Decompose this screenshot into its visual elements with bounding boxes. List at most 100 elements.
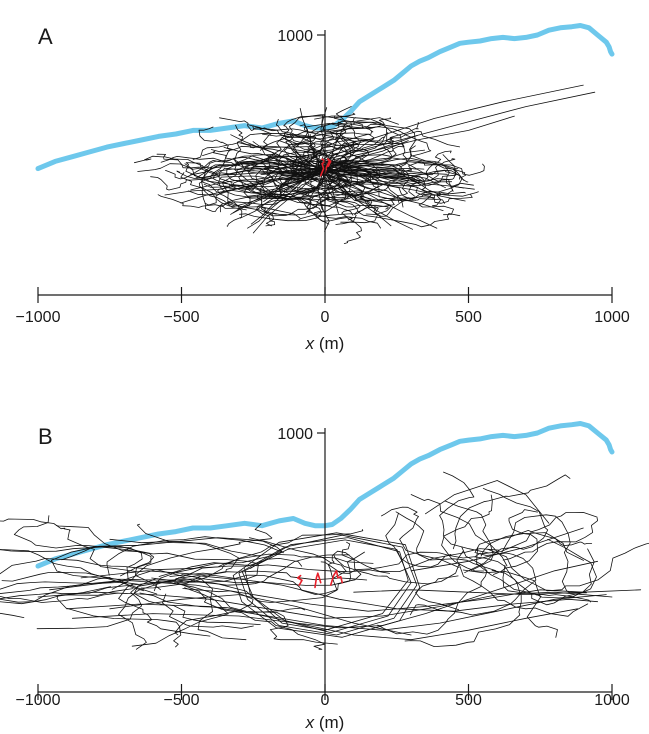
- track-line: [252, 560, 598, 629]
- track-line: [318, 91, 596, 162]
- track-line: [330, 154, 456, 187]
- track-line: [111, 523, 273, 590]
- track-line: [0, 580, 140, 603]
- track-line: [318, 170, 336, 200]
- track-line: [502, 538, 597, 598]
- track-line: [178, 554, 350, 586]
- track-line: [128, 541, 362, 586]
- track-line: [246, 125, 357, 170]
- track-line: [331, 130, 461, 173]
- track-line: [318, 170, 414, 230]
- track-line: [318, 170, 444, 212]
- track-line: [0, 588, 134, 605]
- track-line: [480, 512, 597, 555]
- track-line: [13, 515, 155, 577]
- track-line: [283, 124, 309, 170]
- track-line: [330, 168, 446, 189]
- track-line: [109, 537, 283, 583]
- track-line: [185, 160, 293, 191]
- track-line: [299, 161, 469, 183]
- track-line: [0, 549, 158, 595]
- track-line: [315, 160, 461, 180]
- track-line: [318, 134, 418, 172]
- track-line: [296, 115, 388, 183]
- track-line: [313, 169, 362, 245]
- track-line: [404, 569, 522, 647]
- x-tick-label: 500: [455, 309, 482, 326]
- track-line: [150, 167, 295, 191]
- track-line: [137, 159, 318, 172]
- x-tick-label: −500: [163, 692, 199, 709]
- track-line: [0, 558, 182, 577]
- track-line: [177, 537, 347, 603]
- track-line: [377, 546, 488, 635]
- track-line: [444, 500, 494, 571]
- track-line: [323, 126, 432, 167]
- track-line: [165, 155, 318, 180]
- track-line: [190, 170, 320, 191]
- track-line: [306, 160, 479, 197]
- track-line: [487, 542, 649, 592]
- track-line: [318, 170, 412, 178]
- track-line: [250, 170, 320, 225]
- track-line: [318, 129, 342, 172]
- track-line: [439, 471, 489, 554]
- track-line: [309, 133, 320, 172]
- track-line: [307, 137, 394, 165]
- track-line: [261, 133, 326, 176]
- track-line: [232, 170, 320, 214]
- track-line: [464, 487, 549, 574]
- x-tick-label: 500: [455, 692, 482, 709]
- x-tick-label: 1000: [594, 692, 630, 709]
- track-line: [308, 170, 323, 214]
- track-line: [318, 107, 328, 172]
- x-tick-label: −1000: [16, 309, 61, 326]
- track-line: [239, 160, 322, 222]
- x-tick-label: 0: [321, 309, 330, 326]
- x-tick-label: −1000: [16, 692, 61, 709]
- panel-a: A −1000 −500 0 500 1000 1000 x (m): [16, 23, 630, 353]
- y-tick-label: 1000: [277, 28, 313, 45]
- track-line: [180, 170, 320, 204]
- track-line: [315, 162, 397, 218]
- x-tick-label: −500: [163, 309, 199, 326]
- track-line: [318, 114, 327, 172]
- track-line: [299, 108, 320, 172]
- track-line: [318, 140, 409, 172]
- track-line: [0, 580, 177, 600]
- highlight-track: [319, 158, 326, 177]
- y-tick-label: 1000: [277, 426, 313, 443]
- track-line: [321, 139, 425, 170]
- track-line: [106, 536, 284, 576]
- panel-label: B: [38, 424, 53, 449]
- track-line: [155, 581, 306, 613]
- track-line: [153, 553, 374, 592]
- track-line: [241, 539, 412, 633]
- track-line: [415, 575, 460, 611]
- track-line: [192, 142, 337, 166]
- coastline: [35, 23, 615, 172]
- track-line: [66, 594, 607, 631]
- track-line: [0, 518, 137, 572]
- panel-label: A: [38, 24, 53, 49]
- track-line: [161, 593, 254, 629]
- track-line: [198, 126, 297, 176]
- track-line: [318, 170, 466, 202]
- track-line: [180, 172, 314, 212]
- track-line: [164, 170, 320, 196]
- track-line: [158, 562, 391, 577]
- track-line: [174, 551, 365, 595]
- track-line: [263, 170, 320, 203]
- highlight-track: [296, 574, 303, 586]
- track-line: [252, 141, 320, 172]
- track-line: [36, 585, 143, 630]
- track-group: [133, 84, 596, 245]
- track-line: [0, 577, 111, 594]
- x-tick-label: 0: [321, 692, 330, 709]
- track-line: [195, 163, 297, 179]
- track-line: [139, 592, 338, 645]
- track-line: [473, 548, 595, 606]
- track-line: [307, 84, 584, 160]
- track-line: [410, 494, 508, 567]
